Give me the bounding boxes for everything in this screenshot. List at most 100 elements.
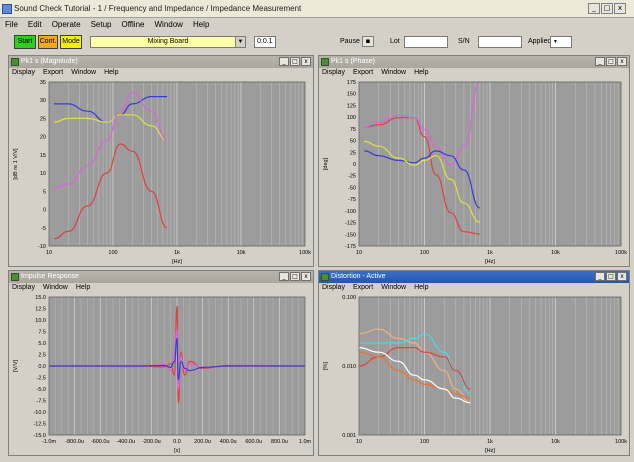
panel-minimize-button[interactable]: _ — [595, 57, 605, 66]
panel-maximize-button[interactable]: □ — [606, 272, 616, 281]
panel-menu-help[interactable]: Help — [75, 284, 91, 291]
y-tick-label: -5.0 — [37, 387, 46, 393]
panel-maximize-button[interactable]: □ — [290, 57, 300, 66]
panel-menu-export[interactable]: Export — [352, 69, 374, 76]
x-axis-label: [Hz] — [485, 259, 495, 265]
y-tick-label: 0.100 — [342, 295, 356, 301]
y-tick-label: 0 — [353, 162, 356, 168]
phase-chart: 175 150 125 100 75 50 25 0 -25 -50 -75 -100 -125 -150… — [323, 80, 627, 265]
panel-menu-export[interactable]: Export — [352, 284, 374, 291]
panel-menu-display[interactable]: Display — [12, 284, 35, 291]
panel-maximize-button[interactable]: □ — [606, 57, 616, 66]
distortion-panel-titlebar: Distortion - Active _ □ x — [319, 271, 629, 283]
panel-close-button[interactable]: x — [301, 272, 311, 281]
serial-input[interactable] — [478, 36, 522, 48]
panel-menu-help[interactable]: Help — [414, 69, 429, 76]
panel-menu-help[interactable]: Help — [414, 284, 429, 291]
plot-border — [358, 81, 622, 247]
impulse-panel: Impulse Response _ □ x Display Window Help… — [8, 270, 314, 456]
panel-maximize-button[interactable]: □ — [290, 272, 300, 281]
panel-close-button[interactable]: x — [617, 272, 627, 281]
y-tick-label: -15.0 — [33, 433, 46, 439]
panel-menu-window[interactable]: Window — [71, 69, 97, 76]
menu-edit[interactable]: Edit — [27, 20, 42, 29]
panel-menu-window[interactable]: Window — [381, 69, 407, 76]
x-tick-label: 100k — [615, 439, 627, 445]
panel-minimize-button[interactable]: _ — [595, 272, 605, 281]
menu-operate[interactable]: Operate — [51, 20, 81, 29]
series-line-3 — [358, 351, 471, 399]
panel-icon — [11, 58, 19, 66]
y-tick-label: 100 — [347, 115, 356, 121]
x-tick-label: 1k — [174, 250, 180, 256]
panel-menu-export[interactable]: Export — [42, 69, 64, 76]
y-tick-label: -5 — [41, 226, 46, 232]
y-tick-label: -125 — [345, 221, 356, 227]
series-line-1 — [54, 114, 168, 141]
panel-menu-display[interactable]: Display — [322, 284, 345, 291]
pause-button[interactable]: ▪ — [362, 36, 374, 47]
continue-button[interactable]: Cont. — [38, 35, 58, 49]
panel-menu-display[interactable]: Display — [12, 69, 35, 76]
y-tick-label: 25 — [40, 116, 46, 122]
menu-file[interactable]: File — [5, 20, 18, 29]
panel-menu-window[interactable]: Window — [42, 284, 68, 291]
chevron-down-icon: ▼ — [553, 39, 558, 45]
x-tick-label: 10 — [356, 439, 362, 445]
series-line-2 — [54, 92, 168, 189]
y-tick-label: -175 — [345, 244, 356, 250]
start-button[interactable]: Start — [14, 35, 36, 49]
chevron-down-icon[interactable]: ▼ — [235, 37, 245, 47]
sequence-select[interactable]: Mixing Board ▼ — [90, 36, 246, 48]
panel-menu-display[interactable]: Display — [322, 69, 345, 76]
step-field[interactable]: 0.0.1 — [254, 36, 276, 48]
y-tick-label: 12.5 — [35, 307, 46, 313]
series-line-2 — [364, 150, 481, 209]
panel-minimize-button[interactable]: _ — [279, 57, 289, 66]
x-tick-label: -400.0u — [116, 439, 135, 445]
impulse-panel-menu: Display Window Help — [9, 283, 313, 293]
menu-help[interactable]: Help — [192, 20, 210, 29]
y-tick-label: -10 — [38, 244, 46, 250]
y-tick-label: -7.5 — [37, 399, 46, 405]
lot-input[interactable] — [404, 36, 448, 48]
y-tick-label: 5 — [43, 189, 46, 195]
x-tick-label: 600.0u — [245, 439, 262, 445]
minimize-button[interactable]: _ — [588, 3, 600, 14]
y-tick-label: -12.5 — [33, 422, 46, 428]
menu-window[interactable]: Window — [154, 20, 183, 29]
menu-offline[interactable]: Offline — [121, 20, 145, 29]
x-tick-label: 10k — [237, 250, 246, 256]
series-line-0 — [49, 305, 306, 404]
close-button[interactable]: x — [614, 3, 626, 14]
mode-button[interactable]: Mode — [60, 35, 82, 49]
menu-setup[interactable]: Setup — [90, 20, 112, 29]
sequence-select-value: Mixing Board — [147, 38, 189, 45]
x-tick-label: 10 — [356, 250, 362, 256]
x-tick-label: 0.0 — [173, 439, 181, 445]
y-tick-label: 0 — [43, 208, 46, 214]
phase-panel: Pk1 s (Phase) _ □ x Display Export Window … — [318, 55, 630, 267]
window-title: Sound Check Tutorial - 1 / Frequency and… — [14, 4, 302, 13]
x-tick-label: 100k — [299, 250, 311, 256]
panel-menu-window[interactable]: Window — [381, 284, 407, 291]
lot-label: Lot — [390, 38, 400, 45]
x-axis-label: [Hz] — [172, 259, 182, 265]
series-line-0 — [358, 328, 471, 404]
x-tick-label: -800.0u — [65, 439, 84, 445]
maximize-button[interactable]: □ — [601, 3, 613, 14]
applied-label: Applied — [528, 38, 552, 45]
x-tick-label: 100 — [420, 439, 429, 445]
panel-minimize-button[interactable]: _ — [279, 272, 289, 281]
panel-close-button[interactable]: x — [617, 57, 627, 66]
panel-close-button[interactable]: x — [301, 57, 311, 66]
y-tick-label: 150 — [347, 92, 356, 98]
y-tick-label: 7.5 — [38, 330, 46, 336]
series-line-3 — [54, 143, 168, 240]
y-tick-label: 20 — [40, 135, 46, 141]
panel-menu-help[interactable]: Help — [104, 69, 119, 76]
applied-select[interactable]: ▼ — [550, 36, 572, 48]
y-axis-label: [V/V] — [13, 360, 19, 372]
